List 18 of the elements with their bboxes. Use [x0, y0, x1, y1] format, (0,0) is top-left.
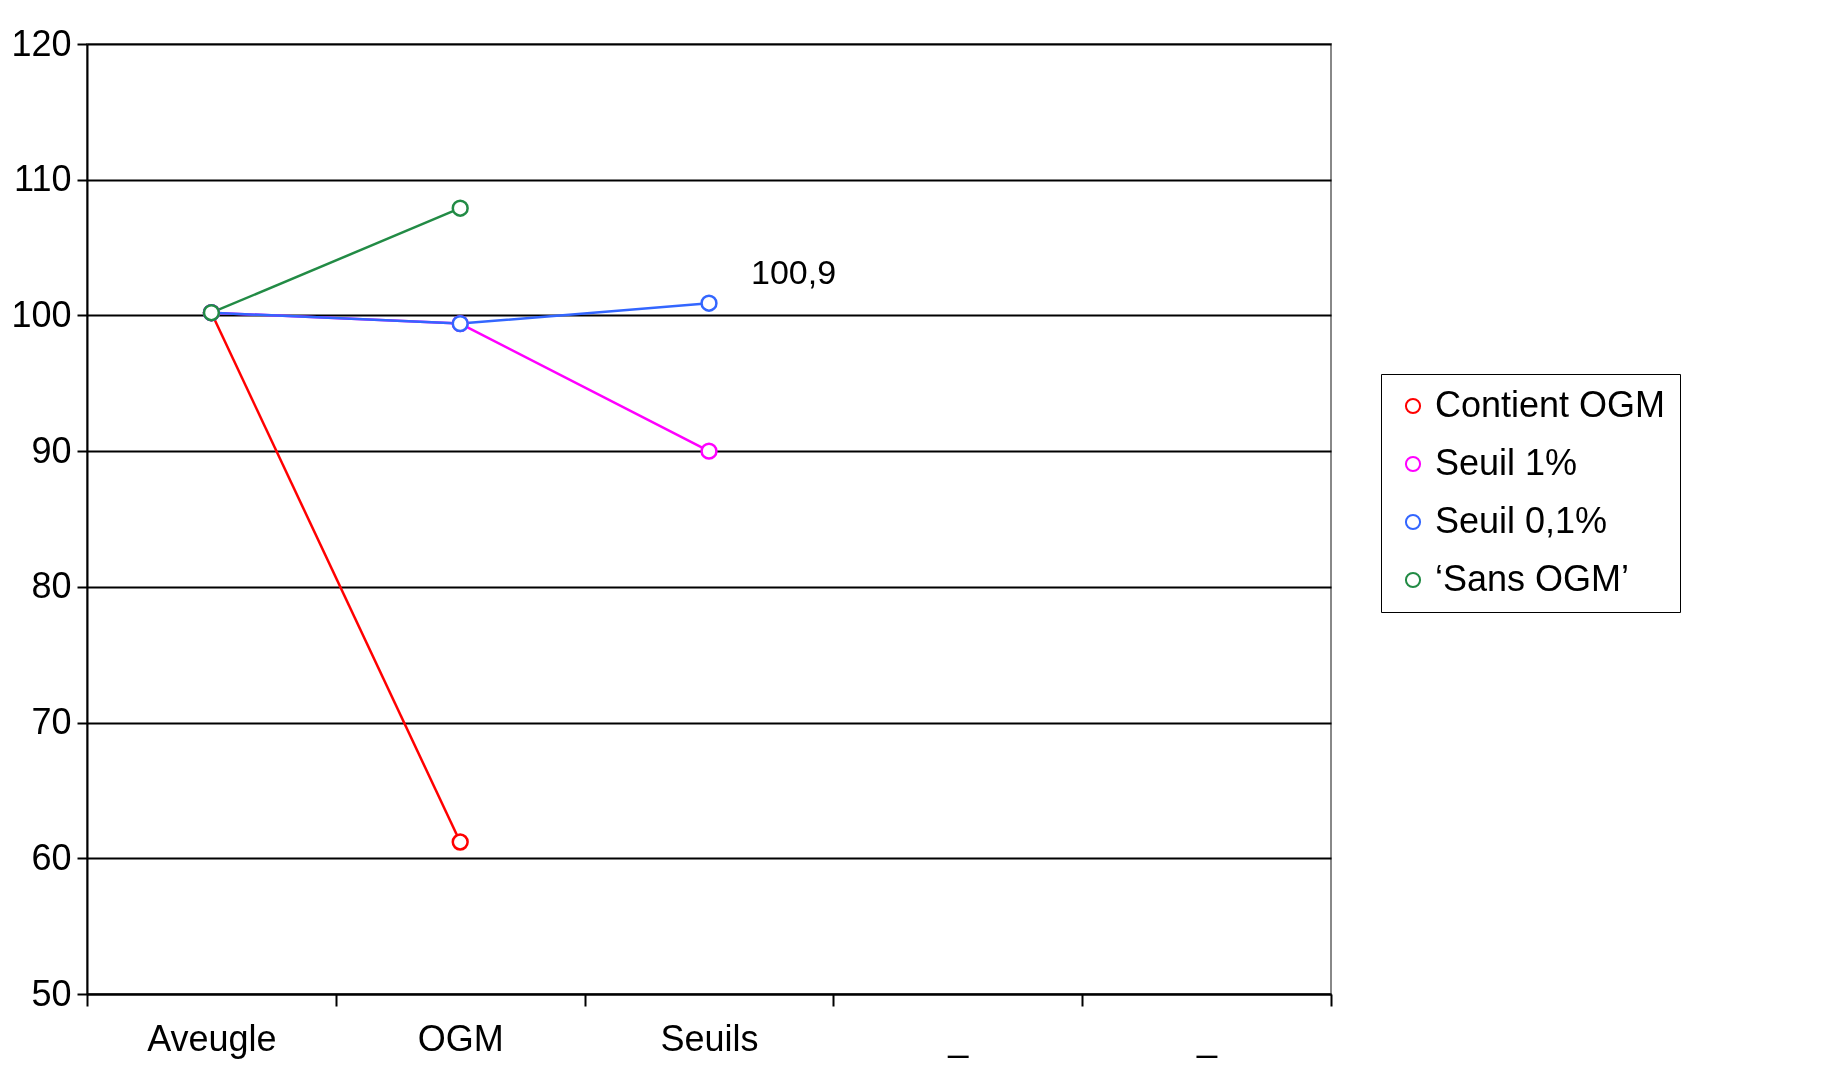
legend-label: Contient OGM — [1435, 384, 1666, 425]
legend-label: ‘Sans OGM’ — [1435, 558, 1630, 599]
y-tick-label: 50 — [31, 972, 72, 1014]
x-tick-label: OGM — [417, 1017, 504, 1059]
y-tick-label: 110 — [14, 158, 72, 200]
x-tick-label: _ — [947, 1017, 970, 1059]
legend-label: Seuil 1% — [1435, 442, 1578, 483]
y-tick-label: 80 — [31, 565, 72, 607]
legend-label: Seuil 0,1% — [1435, 500, 1608, 541]
x-tick-label: Seuils — [660, 1017, 759, 1059]
x-tick-label: _ — [1196, 1017, 1219, 1059]
y-tick-label: 120 — [11, 22, 72, 64]
y-tick-label: 60 — [31, 836, 72, 878]
y-tick-label: 100 — [11, 293, 72, 335]
x-tick-label: Aveugle — [147, 1017, 277, 1059]
annotation: 100,9 — [751, 253, 837, 292]
y-tick-label: 90 — [31, 429, 72, 471]
y-tick-label: 70 — [31, 701, 72, 743]
